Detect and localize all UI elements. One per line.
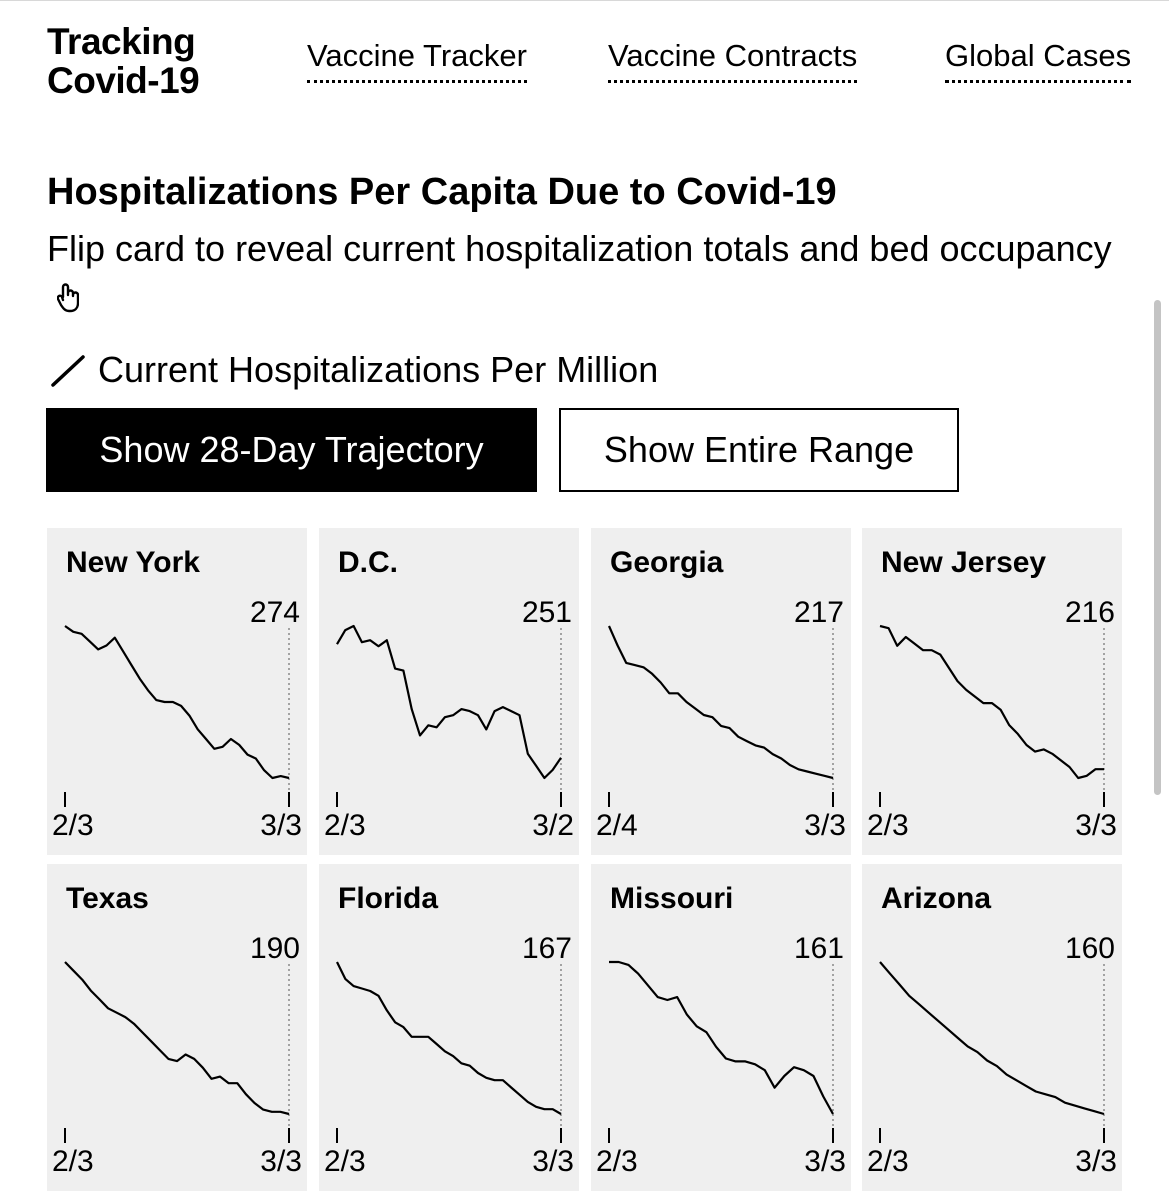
current-value-label: 251 <box>521 596 572 629</box>
x-tick-label-start: 2/3 <box>596 1145 638 1178</box>
series-line <box>336 624 562 780</box>
x-tick-label-end: 3/3 <box>1075 809 1117 842</box>
x-tick-label-start: 2/3 <box>52 1145 94 1178</box>
subtitle-text: Flip card to reveal current hospitalizat… <box>47 228 1112 269</box>
current-value-label: 190 <box>249 932 300 965</box>
x-tick-label-end: 3/3 <box>804 809 846 842</box>
current-value-label: 217 <box>793 596 844 629</box>
state-card-texas[interactable]: Texas 190 2/3 3/3 <box>47 864 307 1191</box>
state-name: New York <box>66 546 200 579</box>
state-name: Georgia <box>610 546 724 579</box>
nav-link-global-cases[interactable]: Global Cases <box>945 38 1132 83</box>
state-name: Florida <box>338 882 439 915</box>
nav-link-vaccine-contracts[interactable]: Vaccine Contracts <box>608 38 858 83</box>
section-subtitle: Flip card to reveal current hospitalizat… <box>47 224 1127 326</box>
state-chart <box>336 624 562 807</box>
state-chart <box>879 624 1105 807</box>
x-tick-label-end: 3/3 <box>532 1145 574 1178</box>
x-tick-label-start: 2/3 <box>324 809 366 842</box>
scrollbar[interactable] <box>1154 300 1161 795</box>
current-value-label: 274 <box>249 596 300 629</box>
x-tick-label-end: 3/3 <box>260 1145 302 1178</box>
section-title: Hospitalizations Per Capita Due to Covid… <box>47 171 837 213</box>
state-card-florida[interactable]: Florida 167 2/3 3/3 <box>319 864 579 1191</box>
brand-line-2: Covid-19 <box>47 60 200 101</box>
chart-legend: Current Hospitalizations Per Million <box>50 348 658 392</box>
x-tick-label-start: 2/4 <box>596 809 638 842</box>
series-line <box>336 961 562 1115</box>
state-chart <box>64 961 290 1143</box>
state-chart <box>336 961 562 1143</box>
x-tick-label-start: 2/3 <box>867 1145 909 1178</box>
state-name: D.C. <box>338 546 398 579</box>
state-chart <box>607 625 834 807</box>
state-card-georgia[interactable]: Georgia 217 2/4 3/3 <box>591 528 851 855</box>
line-legend-icon <box>51 355 85 387</box>
brand-logo[interactable]: Tracking Covid-19 <box>47 21 200 101</box>
x-tick-label-end: 3/2 <box>532 809 574 842</box>
nav-link-vaccine-tracker[interactable]: Vaccine Tracker <box>307 38 527 83</box>
x-tick-label-end: 3/3 <box>260 809 302 842</box>
series-line <box>64 625 290 780</box>
x-tick-label-end: 3/3 <box>1075 1145 1117 1178</box>
series-line <box>607 625 834 780</box>
current-value-label: 160 <box>1064 932 1115 965</box>
state-card-arizona[interactable]: Arizona 160 2/3 3/3 <box>862 864 1122 1191</box>
state-card-d-c[interactable]: D.C. 251 2/3 3/2 <box>319 528 579 855</box>
series-line <box>64 961 290 1116</box>
state-chart <box>879 961 1105 1143</box>
state-name: Arizona <box>881 882 992 915</box>
brand-line-1: Tracking <box>47 21 196 62</box>
show-28-day-trajectory-button[interactable]: Show 28-Day Trajectory <box>46 408 537 492</box>
state-card-new-jersey[interactable]: New Jersey 216 2/3 3/3 <box>862 528 1122 855</box>
x-tick-label-start: 2/3 <box>867 809 909 842</box>
x-tick-label-end: 3/3 <box>804 1145 846 1178</box>
state-name: New Jersey <box>881 546 1047 579</box>
state-name: Texas <box>66 882 149 915</box>
tap-hand-icon <box>56 276 80 326</box>
legend-label: Current Hospitalizations Per Million <box>98 349 659 390</box>
series-line <box>609 960 834 1115</box>
current-value-label: 216 <box>1064 596 1115 629</box>
series-line <box>879 624 1104 780</box>
state-card-missouri[interactable]: Missouri 161 2/3 3/3 <box>591 864 851 1191</box>
top-divider <box>0 0 1169 1</box>
show-entire-range-button[interactable]: Show Entire Range <box>559 408 959 492</box>
state-card-new-york[interactable]: New York 274 2/3 3/3 <box>47 528 307 855</box>
x-tick-label-start: 2/3 <box>52 809 94 842</box>
state-name: Missouri <box>610 882 734 915</box>
current-value-label: 161 <box>793 932 844 965</box>
state-chart <box>608 960 834 1143</box>
current-value-label: 167 <box>521 932 572 965</box>
x-tick-label-start: 2/3 <box>324 1145 366 1178</box>
series-line <box>879 961 1105 1116</box>
state-chart <box>64 625 290 807</box>
